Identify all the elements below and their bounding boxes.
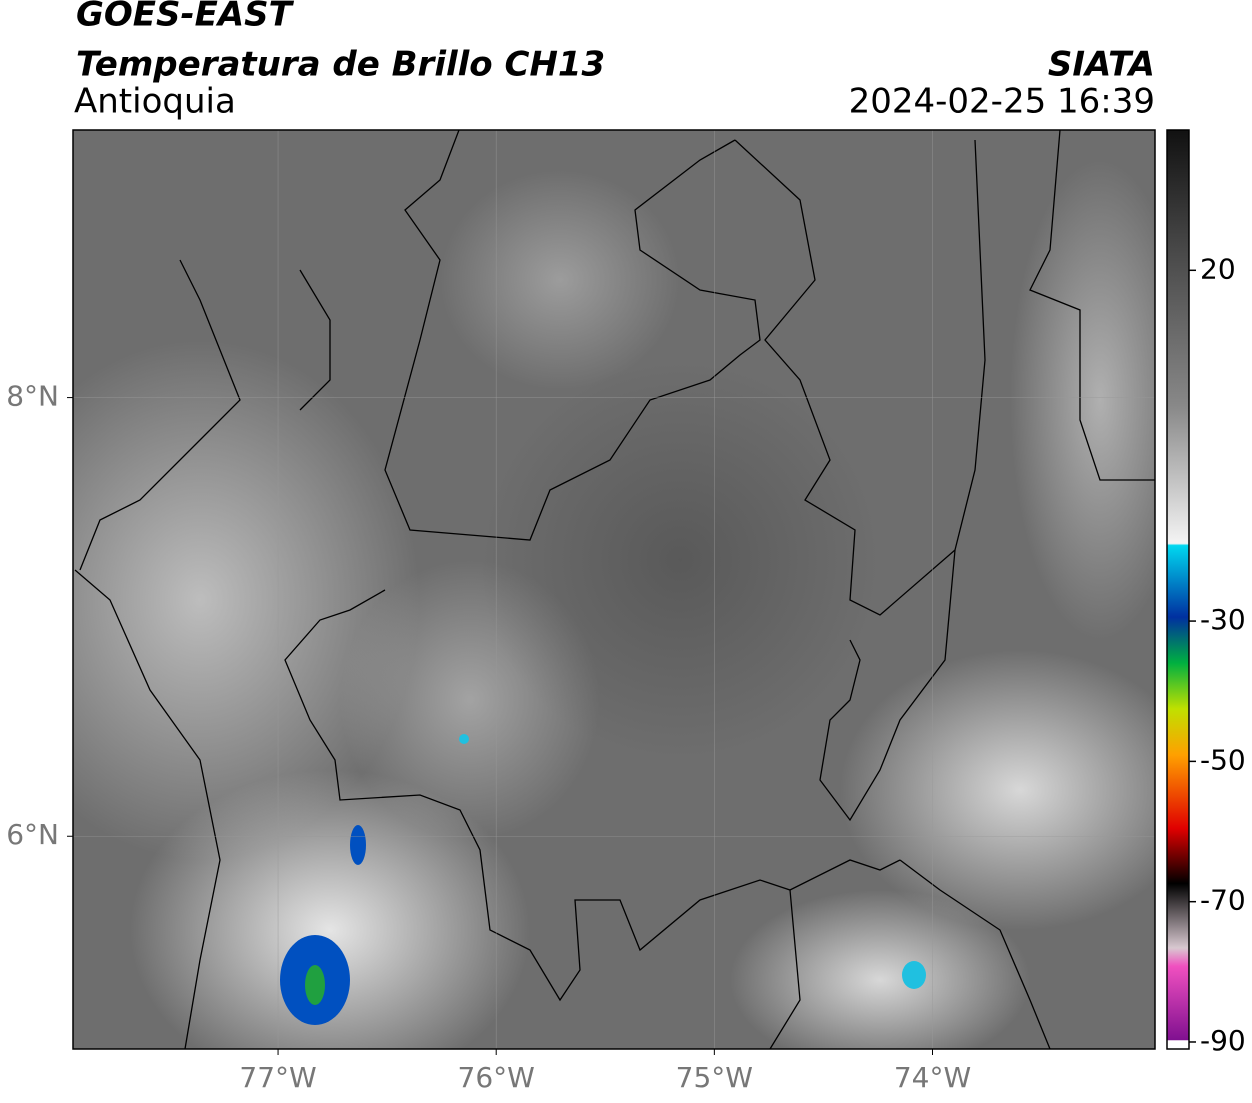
x-tick-label: 75°W: [676, 1061, 753, 1094]
x-tick-label: 77°W: [239, 1061, 316, 1094]
subtitle: Temperatura de Brillo CH13: [76, 45, 605, 85]
imagery: [73, 130, 1155, 1049]
y-tick-label: 8°N: [6, 380, 59, 413]
colorbar-tick-label: -50: [1200, 743, 1246, 776]
region: Antioquia: [74, 82, 236, 122]
source: SIATA: [1048, 45, 1155, 85]
x-tick-label: 76°W: [458, 1061, 535, 1094]
colorbar-tick-label: 20: [1200, 252, 1236, 285]
datetime: 2024-02-25 16:39: [849, 82, 1155, 122]
map-frame: [72, 129, 1156, 1050]
title: GOES-EAST: [76, 0, 295, 35]
colorbar: [1166, 129, 1190, 1050]
y-tick-label: 6°N: [6, 818, 59, 851]
x-tick-label: 74°W: [894, 1061, 971, 1094]
colorbar-tick-label: -90: [1200, 1024, 1246, 1057]
colorbar-tick-label: -30: [1200, 603, 1246, 636]
colorbar-tick-label: -70: [1200, 884, 1246, 917]
